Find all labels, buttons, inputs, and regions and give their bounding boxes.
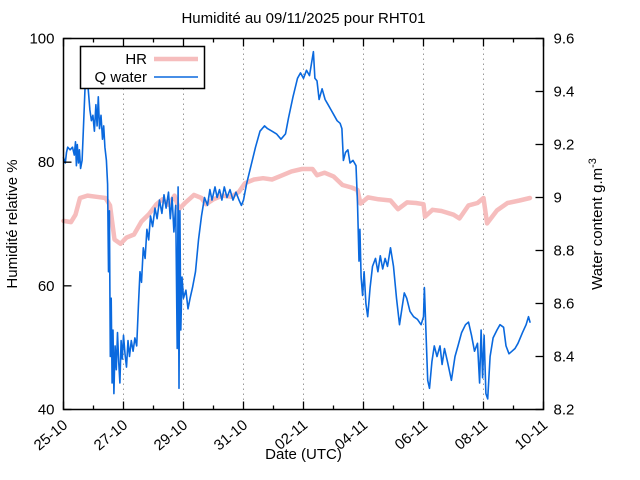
chart-title: Humidité au 09/11/2025 pour RHT01 <box>181 10 425 27</box>
legend-label-hr: HR <box>125 51 147 68</box>
x-tick-label: 27-10 <box>91 417 131 455</box>
legend: HR Q water <box>79 45 206 90</box>
x-tick-label: 25-10 <box>31 417 71 455</box>
y-right-tick-label: 8.4 <box>554 349 575 366</box>
qwater-series-line <box>62 50 531 400</box>
y-left-tick-label: 40 <box>38 402 55 419</box>
y-right-tick-label: 9.2 <box>554 137 575 154</box>
y-right-tick-label: 8.8 <box>554 243 575 260</box>
x-tick-label: 31-10 <box>211 417 251 455</box>
x-tick-label: 10-11 <box>512 417 551 454</box>
x-tick-label: 29-10 <box>151 417 191 455</box>
x-axis-title: Date (UTC) <box>265 446 342 463</box>
x-tick-label: 06-11 <box>392 417 431 454</box>
left-axis-title: Humidité relative % <box>4 159 21 288</box>
y-left-tick-label: 60 <box>38 278 55 295</box>
legend-label-qwater: Q water <box>94 69 147 86</box>
series-layer <box>61 50 533 400</box>
y-right-tick-label: 9.4 <box>554 84 575 101</box>
axes-layer <box>62 37 545 411</box>
y-left-tick-label: 80 <box>38 154 55 171</box>
y-right-tick-label: 8.6 <box>554 296 575 313</box>
grid-layer <box>123 38 484 410</box>
legend-box <box>79 45 206 90</box>
y-right-tick-label: 8.2 <box>554 402 575 419</box>
y-left-tick-label: 100 <box>29 31 54 48</box>
y-right-tick-label: 9.6 <box>554 31 575 48</box>
right-axis-title: Water content g.m-3 <box>587 158 606 290</box>
tick-label-layer: 25-10 27-10 29-10 31-10 02-11 04-11 06-11 08-11… <box>29 31 574 455</box>
hr-series-line <box>61 166 533 247</box>
x-tick-label: 08-11 <box>452 417 491 454</box>
y-right-tick-label: 9 <box>554 190 562 207</box>
